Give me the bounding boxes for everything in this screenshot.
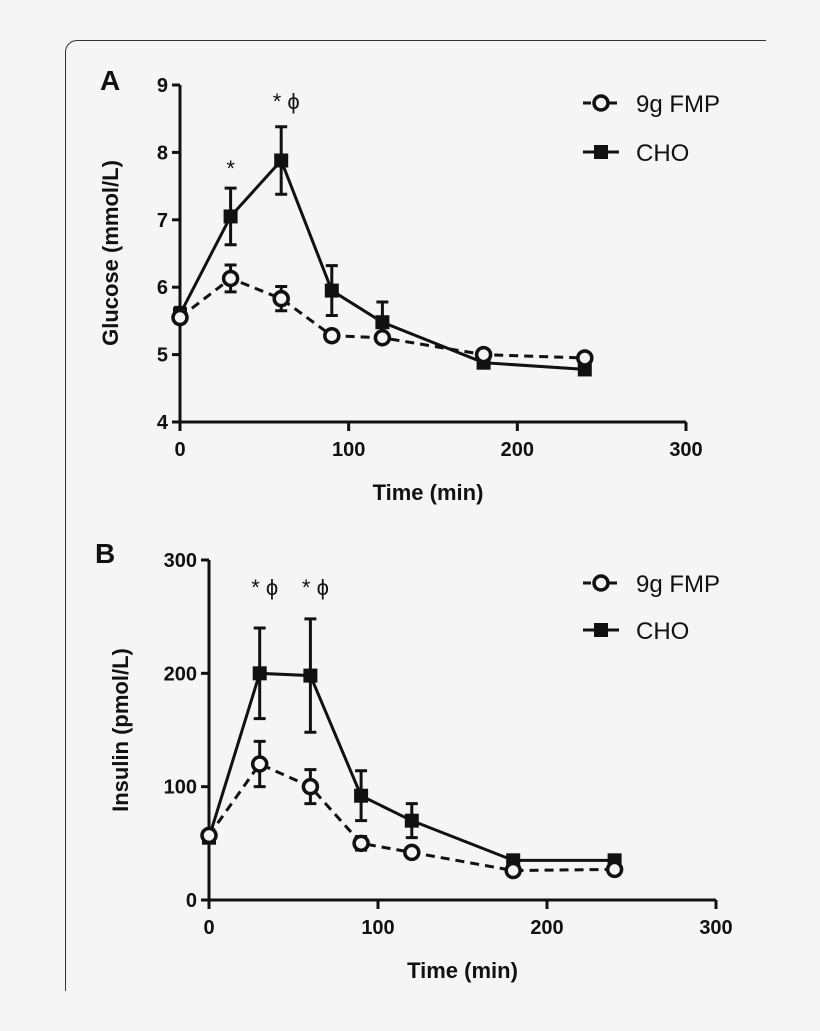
x-tick-label: 100: [332, 439, 365, 461]
legend-label: 9g FMP: [636, 91, 720, 118]
data-point: [605, 860, 624, 879]
x-tick-label: 300: [669, 439, 702, 461]
data-point: [250, 755, 269, 773]
data-point: [474, 345, 493, 364]
data-point: [301, 777, 320, 796]
x-tick-label: 0: [174, 439, 185, 461]
legend-marker: [594, 145, 608, 159]
legend-marker: [594, 623, 608, 637]
data-point: [375, 315, 390, 330]
legend-label: 9g FMP: [636, 571, 720, 598]
data-point: [223, 209, 238, 224]
significance-annotation: * ϕ: [273, 89, 300, 114]
chart-panel-a: A 4 5 6 7 8 9 0 100 200 300 Time (min) Glucose (mmol…: [98, 65, 720, 505]
x-tick-label: 0: [203, 917, 214, 939]
data-point: [504, 861, 522, 880]
y-tick-label: 200: [164, 663, 197, 685]
data-point: [252, 666, 267, 681]
legend-marker: [592, 94, 610, 112]
y-tick-label: 4: [157, 412, 169, 434]
panel-label: A: [100, 65, 120, 96]
panel-label: B: [95, 538, 115, 569]
data-point: [354, 788, 369, 803]
series-fmp: [200, 739, 624, 880]
legend-label: CHO: [636, 618, 689, 645]
data-point: [221, 269, 240, 288]
data-point: [404, 813, 419, 828]
figure-frame: [65, 40, 766, 991]
y-tick-label: 5: [157, 345, 168, 367]
y-tick-label: 7: [157, 210, 168, 232]
x-tick-label: 200: [530, 917, 563, 939]
chart-panel-b: B 0 100 200 300 0 100 200 300 Time (min) Insulin (…: [95, 538, 733, 983]
y-axis-label: Glucose (mmol/L): [98, 160, 123, 346]
data-point: [323, 326, 341, 345]
y-tick-label: 100: [164, 777, 197, 799]
x-axis-label: Time (min): [407, 958, 518, 983]
significance-annotation: *: [226, 156, 235, 181]
x-tick-label: 200: [501, 439, 534, 461]
x-tick-label: 100: [361, 917, 394, 939]
y-tick-label: 9: [157, 75, 168, 97]
data-point: [303, 668, 318, 683]
series-fmp: [171, 263, 594, 367]
data-point: [373, 329, 392, 347]
significance-annotation: * ϕ: [302, 575, 329, 600]
x-tick-label: 300: [699, 917, 732, 939]
y-axis-label: Insulin (pmol/L): [108, 648, 133, 812]
y-tick-label: 6: [157, 277, 168, 299]
data-point: [200, 826, 218, 845]
series-cho: [202, 617, 622, 868]
legend-marker: [592, 574, 610, 592]
data-point: [272, 289, 290, 308]
y-tick-label: 8: [157, 142, 168, 164]
data-point: [324, 283, 339, 298]
data-point: [171, 308, 189, 327]
x-axis-label: Time (min): [373, 480, 484, 505]
data-point: [576, 349, 594, 367]
data-point: [352, 834, 370, 853]
y-tick-label: 300: [164, 550, 197, 572]
data-point: [274, 153, 289, 168]
significance-annotation: * ϕ: [251, 575, 278, 600]
data-point: [403, 843, 421, 862]
y-tick-label: 0: [186, 890, 197, 912]
legend-label: CHO: [636, 140, 689, 167]
